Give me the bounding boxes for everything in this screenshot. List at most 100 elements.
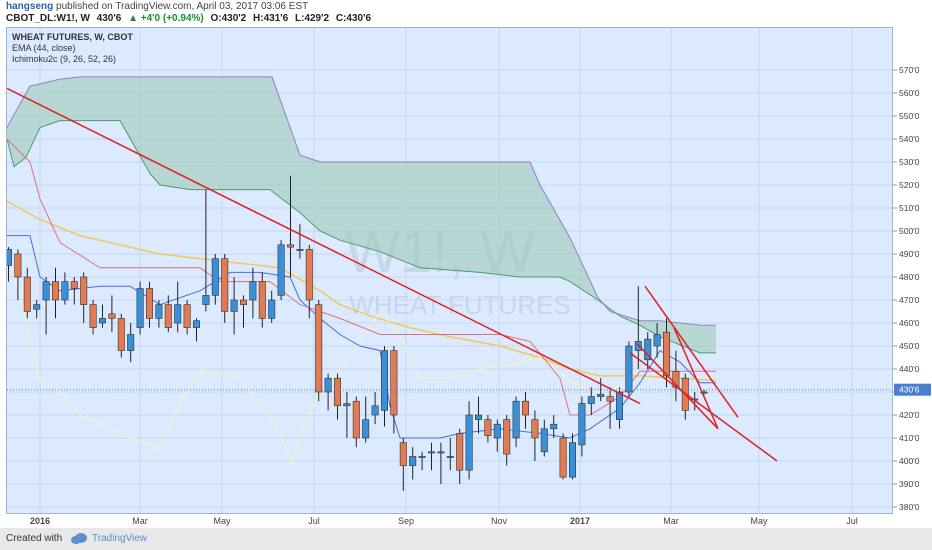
- candle-body: [662, 331, 670, 377]
- candle-body: [427, 451, 435, 454]
- candle-body: [221, 258, 229, 312]
- y-tick-label: 440'0: [899, 364, 920, 374]
- candle-body: [230, 299, 238, 312]
- candle-body: [371, 405, 379, 416]
- ema-line: [7, 200, 717, 382]
- open-label: O:430'2: [210, 13, 247, 24]
- price-tag-label: 430'6: [899, 385, 920, 395]
- low-label: L:429'2: [295, 13, 330, 24]
- price-axis[interactable]: [893, 27, 932, 514]
- candle-body: [343, 403, 351, 407]
- candle-body: [193, 320, 201, 328]
- x-tick-label: Jul: [308, 516, 320, 526]
- candle-body: [437, 451, 445, 454]
- close-label: C:430'6: [335, 13, 372, 24]
- candle-body: [653, 334, 661, 347]
- chart-header: hangseng published on TradingView.com, A…: [0, 0, 932, 26]
- y-tick-label: 490'0: [899, 249, 920, 259]
- price-label: 430'6: [96, 13, 122, 24]
- trend-line: [629, 352, 778, 462]
- legend-ichimoku[interactable]: Ichimoku2c (9, 26, 52, 26): [12, 54, 117, 64]
- candle-body: [51, 281, 59, 301]
- tenkan-line: [7, 235, 716, 439]
- footer: Created with TradingView: [0, 528, 932, 550]
- x-tick-label: Jul: [846, 516, 858, 526]
- x-tick-label: Mar: [663, 516, 679, 526]
- candle-body: [174, 304, 182, 324]
- trend-line: [7, 87, 641, 405]
- chart-legend: WHEAT FUTURES, W, CBOT EMA (44, close) I…: [12, 32, 133, 65]
- candle-body: [33, 304, 41, 310]
- candle-body: [146, 288, 154, 319]
- candle-body: [164, 304, 172, 328]
- x-tick-label: 2016: [30, 516, 50, 526]
- y-tick-label: 530'0: [899, 157, 920, 167]
- price-tag-bg: [894, 383, 931, 396]
- y-tick-label: 500'0: [899, 226, 920, 236]
- candle-body: [700, 391, 708, 394]
- candle-body: [399, 442, 407, 466]
- candle-body: [418, 456, 426, 458]
- candle-body: [352, 400, 360, 439]
- y-tick-label: 510'0: [899, 203, 920, 213]
- candle-body: [211, 258, 219, 296]
- time-axis[interactable]: [6, 514, 893, 528]
- x-tick-label: May: [213, 516, 231, 526]
- candle-body: [578, 403, 586, 446]
- candle-body: [70, 281, 78, 289]
- change-label: ▲ +4'0 (+0.94%): [128, 13, 204, 24]
- x-tick-label: May: [750, 516, 768, 526]
- candle-body: [409, 456, 417, 466]
- candle-body: [465, 414, 473, 471]
- candle-body: [606, 396, 614, 402]
- candle-body: [99, 318, 107, 324]
- watermark-name: WHEAT FUTURES: [349, 290, 570, 320]
- candle-body: [315, 304, 323, 393]
- y-tick-label: 540'0: [899, 134, 920, 144]
- publish-info: hangseng published on TradingView.com, A…: [6, 1, 308, 12]
- symbol-label: CBOT_DL:W1!, W: [6, 13, 90, 24]
- candle-body: [568, 442, 576, 478]
- y-tick-label: 570'0: [899, 65, 920, 75]
- y-tick-label: 560'0: [899, 88, 920, 98]
- candle-body: [136, 288, 144, 328]
- candle-body: [183, 304, 191, 328]
- y-tick-label: 480'0: [899, 272, 920, 282]
- candle-body: [7, 249, 13, 266]
- y-tick-label: 380'0: [899, 502, 920, 512]
- y-tick-label: 450'0: [899, 341, 920, 351]
- senkou-span-b: [7, 120, 716, 354]
- candle-body: [380, 350, 388, 411]
- candle-body: [89, 304, 97, 328]
- candle-body: [550, 423, 558, 430]
- y-tick-label: 550'0: [899, 111, 920, 121]
- candle-body: [625, 345, 633, 393]
- candle-body: [296, 249, 304, 251]
- author-link[interactable]: hangseng: [6, 1, 54, 12]
- legend-ema[interactable]: EMA (44, close): [12, 43, 76, 53]
- candle-body: [644, 338, 652, 361]
- y-tick-label: 410'0: [899, 433, 920, 443]
- y-tick-label: 400'0: [899, 456, 920, 466]
- tradingview-brand[interactable]: TradingView: [92, 533, 148, 544]
- candle-body: [456, 433, 464, 471]
- candle-body: [587, 396, 595, 404]
- ichimoku-cloud: [7, 76, 716, 353]
- legend-title: WHEAT FUTURES, W, CBOT: [12, 32, 133, 42]
- trend-line: [636, 343, 719, 430]
- candle-body: [268, 299, 276, 319]
- y-tick-label: 520'0: [899, 180, 920, 190]
- candle-body: [202, 295, 210, 305]
- candle-body: [333, 377, 341, 407]
- candle-body: [305, 249, 313, 301]
- y-tick-label: 460'0: [899, 318, 920, 328]
- candle-body: [531, 419, 539, 439]
- trend-line: [673, 327, 719, 430]
- published-text: published on TradingView.com, April 03, …: [56, 1, 309, 12]
- trend-line: [644, 285, 739, 418]
- candle-body: [484, 419, 492, 437]
- candle-body: [362, 419, 370, 439]
- candle-body: [61, 281, 69, 301]
- candle-body: [42, 281, 50, 301]
